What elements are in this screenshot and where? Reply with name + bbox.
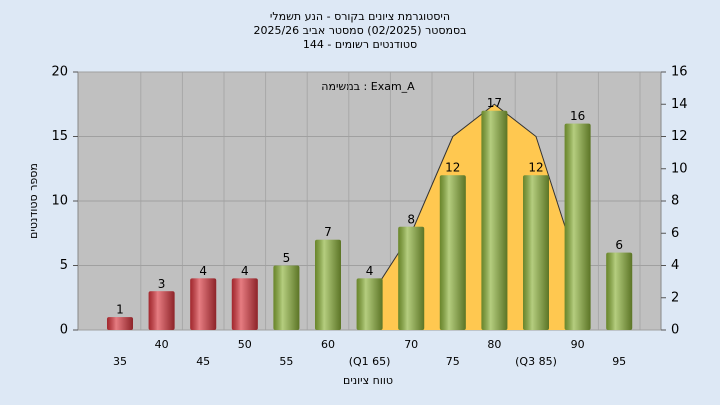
x-tick-label: 90 (571, 338, 585, 351)
value-label: 12 (445, 161, 460, 175)
x-tick-label: (Q3 85) (515, 355, 557, 368)
value-label: 1 (116, 303, 124, 317)
bar-shade (273, 265, 300, 330)
bar-shade (190, 278, 217, 330)
value-label: 5 (283, 251, 291, 265)
x-axis-label: טווח ציונים (343, 374, 393, 387)
y-tick-label: 20 (51, 65, 68, 80)
x-tick-label: 75 (446, 355, 460, 368)
x-tick-label: 60 (321, 338, 335, 351)
y2-tick-label: 6 (671, 226, 679, 241)
y2-tick-label: 16 (671, 65, 688, 80)
y2-tick-label: 8 (671, 194, 679, 209)
x-tick-label: 35 (113, 355, 127, 368)
value-label: 7 (324, 225, 332, 239)
x-tick-label: 50 (238, 338, 252, 351)
bar-shade (606, 252, 633, 330)
annotation: במשימה : Exam_A (321, 80, 415, 93)
x-tick-label: 80 (487, 338, 501, 351)
chart-subtitle: בסמסטר (02/2025) סמסטר אביב 2025/26 (253, 24, 466, 37)
x-tick-label: 95 (612, 355, 626, 368)
bar-shade (231, 278, 258, 330)
bar-shade (398, 226, 425, 330)
x-tick-label: 40 (155, 338, 169, 351)
bar-shade (439, 175, 466, 330)
y2-tick-label: 14 (671, 97, 688, 112)
value-label: 3 (158, 277, 166, 291)
bar-shade (315, 239, 341, 330)
value-label: 4 (241, 264, 249, 278)
y-tick-label: 15 (51, 129, 68, 144)
chart-title: היסטוגרמת ציונים בקורס - הנע תשמלי (270, 10, 450, 23)
y2-tick-label: 4 (671, 258, 679, 273)
bar-shade (107, 317, 133, 330)
y-axis-label: מספר סטודנטים (27, 163, 40, 239)
x-tick-label: 55 (279, 355, 293, 368)
value-label: 4 (366, 264, 374, 278)
bar-shade (523, 175, 549, 330)
value-label: 8 (407, 212, 415, 226)
value-label: 16 (570, 109, 585, 123)
chart-subtitle: סטודנטים רשומים - 144 (303, 38, 417, 51)
bar-shade (481, 110, 508, 330)
value-label: 12 (528, 161, 543, 175)
y2-tick-label: 10 (671, 161, 688, 176)
y-tick-label: 10 (51, 194, 68, 209)
value-label: 6 (615, 238, 623, 252)
y-tick-label: 0 (60, 323, 68, 338)
x-tick-label: 70 (404, 338, 418, 351)
value-label: 4 (199, 264, 207, 278)
value-label: 17 (487, 96, 502, 110)
x-tick-label: (Q1 65) (349, 355, 391, 368)
x-tick-label: 45 (196, 355, 210, 368)
y2-tick-label: 2 (671, 290, 679, 305)
bar-shade (356, 278, 383, 330)
y2-tick-label: 0 (671, 323, 679, 338)
bar-shade (564, 123, 591, 330)
y2-tick-label: 12 (671, 129, 688, 144)
y-tick-label: 5 (60, 258, 68, 273)
bar-shade (148, 291, 175, 330)
